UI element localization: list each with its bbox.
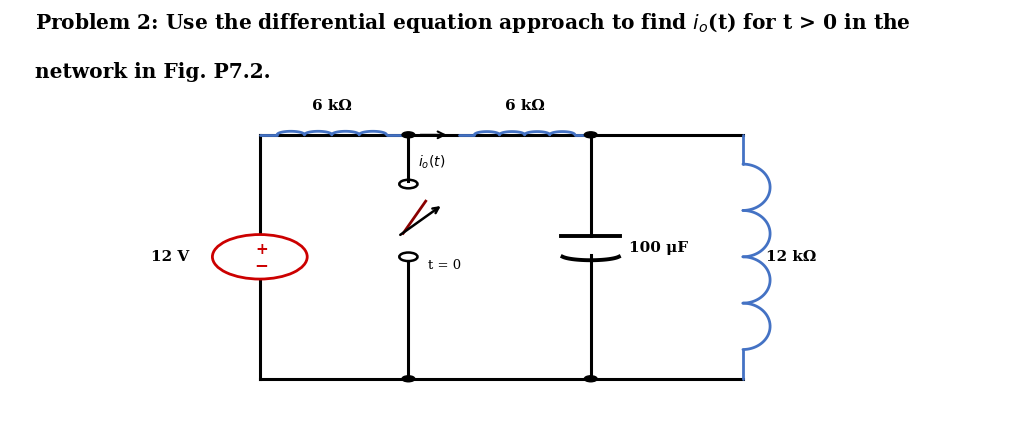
Circle shape xyxy=(585,376,597,382)
Circle shape xyxy=(402,376,415,382)
Circle shape xyxy=(585,132,597,138)
Text: 6 kΩ: 6 kΩ xyxy=(312,98,351,113)
Text: t = 0: t = 0 xyxy=(428,259,462,272)
Text: network in Fig. P7.2.: network in Fig. P7.2. xyxy=(35,62,270,82)
Text: −: − xyxy=(255,256,268,274)
Text: 6 kΩ: 6 kΩ xyxy=(505,98,545,113)
Text: +: + xyxy=(255,241,268,257)
Text: 12 V: 12 V xyxy=(152,250,189,264)
Circle shape xyxy=(402,132,415,138)
Text: 100 μF: 100 μF xyxy=(629,241,688,255)
Text: 12 kΩ: 12 kΩ xyxy=(766,250,816,264)
Text: Problem 2: Use the differential equation approach to find $i_o$(t) for t > 0 in : Problem 2: Use the differential equation… xyxy=(35,11,910,35)
Text: $i_o(t)$: $i_o(t)$ xyxy=(418,154,444,172)
